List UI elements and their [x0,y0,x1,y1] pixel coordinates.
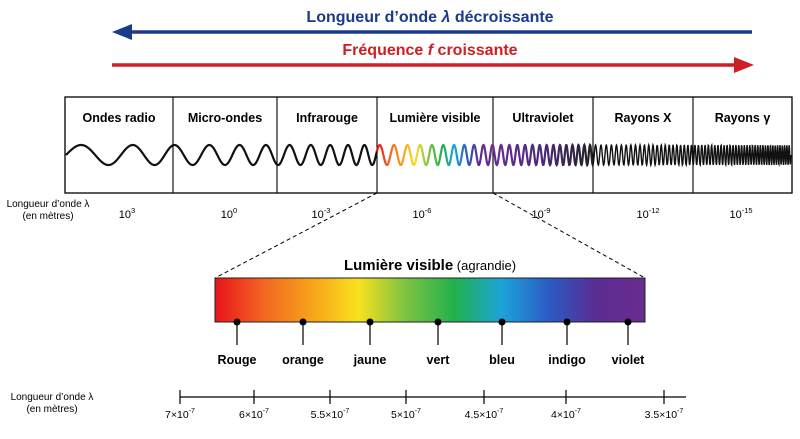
color-marker: vert [427,318,451,367]
spectrum-box: Ondes radio Micro-ondes Infrarouge Lumière … [64,96,793,194]
color-label: indigo [548,353,586,367]
spectrum-tick-label: 10-15 [729,206,752,221]
band-label: Ultraviolet [512,111,574,125]
spectrum-tick-label: 10-12 [636,206,659,221]
visible-axis-tick: 3.5×10-7 [645,390,684,421]
wavelength-arrow-label: Longueur d’onde λ décroissante [306,9,553,26]
wave-segment [375,143,495,167]
band-label: Rayons X [615,111,673,125]
spectrum-waves [65,142,792,168]
spectrum-tick-label: 10-3 [312,206,331,221]
visible-axis-title-line2: (en mètres) [26,404,77,415]
visible-tick-label: 7×10-7 [165,408,195,421]
band-labels: Ondes radio Micro-ondes Infrarouge Lumière … [83,111,771,125]
spectrum-tick-label: 10-9 [532,206,551,221]
color-marker: orange [282,318,324,367]
visible-tick-label: 6×10-7 [239,408,269,421]
color-label: violet [612,353,645,367]
visible-axis-tick: 5.5×10-7 [311,390,350,421]
band-label: Lumière visible [389,111,480,125]
zoom-line-left [214,192,378,279]
spectrum-tick-label: 103 [119,206,135,221]
color-label: jaune [353,353,387,367]
visible-axis-tick: 6×10-7 [239,390,269,421]
spectrum-tick-labels: 103 100 10-3 10-6 10-9 10-12 10-15 [119,206,753,221]
color-marker: bleu [489,318,515,367]
frequency-label-suffix: croissante [433,42,518,59]
visible-axis-tick: 4.5×10-7 [465,390,504,421]
visible-tick-label: 4×10-7 [551,408,581,421]
color-marker: indigo [548,318,586,367]
spectrum-axis-title-line2: (en mètres) [22,211,73,222]
band-label: Rayons γ [715,111,771,125]
wavelength-arrow: Longueur d’onde λ décroissante [112,9,752,40]
spectrum-tick-label: 10-6 [413,206,432,221]
wave-segment [65,143,379,167]
wavelength-label-suffix: décroissante [450,9,553,26]
wavelength-label-prefix: Longueur d’onde [306,9,441,26]
visible-title-bold: Lumière visible [344,257,453,274]
visible-tick-label: 3.5×10-7 [645,408,684,421]
color-marker: jaune [353,318,387,367]
wavelength-symbol: λ [441,9,451,26]
visible-axis-title: Longueur d’onde λ (en mètres) [11,392,94,415]
visible-axis-tick: 7×10-7 [165,390,195,421]
frequency-symbol: f [428,42,435,59]
visible-tick-label: 5×10-7 [391,408,421,421]
visible-axis-title-line1: Longueur d’onde λ [11,392,94,403]
visible-axis-tick: 5×10-7 [391,390,421,421]
visible-gradient-bar [214,277,646,323]
frequency-label-prefix: Fréquence [342,42,427,59]
zoom-line-right [492,192,646,279]
visible-axis-tick: 4×10-7 [551,390,581,421]
color-marker: violet [612,318,645,367]
spectrum-axis-title: Longueur d’onde λ (en mètres) [7,199,90,222]
spectrum-tick-label: 100 [221,206,237,221]
color-label: Rouge [218,353,257,367]
frequency-arrow: Fréquence f croissante [112,42,754,73]
band-label: Micro-ondes [188,111,262,125]
band-label: Ondes radio [83,111,156,125]
frequency-arrow-label: Fréquence f croissante [342,42,517,59]
visible-title: Lumière visible (agrandie) [344,257,516,274]
visible-axis-ticks: 7×10-7 6×10-7 5.5×10-7 5×10-7 4.5×10-7 4×10-7… [165,390,683,421]
color-label: bleu [489,353,515,367]
wave-segment [491,142,594,168]
band-label: Infrarouge [296,111,358,125]
color-label: vert [427,353,451,367]
visible-tick-label: 5.5×10-7 [311,408,350,421]
color-label: orange [282,353,324,367]
visible-title-normal: (agrandie) [453,258,516,273]
spectrum-axis-title-line1: Longueur d’onde λ [7,199,90,210]
visible-tick-label: 4.5×10-7 [465,408,504,421]
color-marker: Rouge [218,318,257,367]
color-markers: Rouge orange jaune vert bleu indigo violet [218,318,645,367]
wave-segment [592,142,792,168]
